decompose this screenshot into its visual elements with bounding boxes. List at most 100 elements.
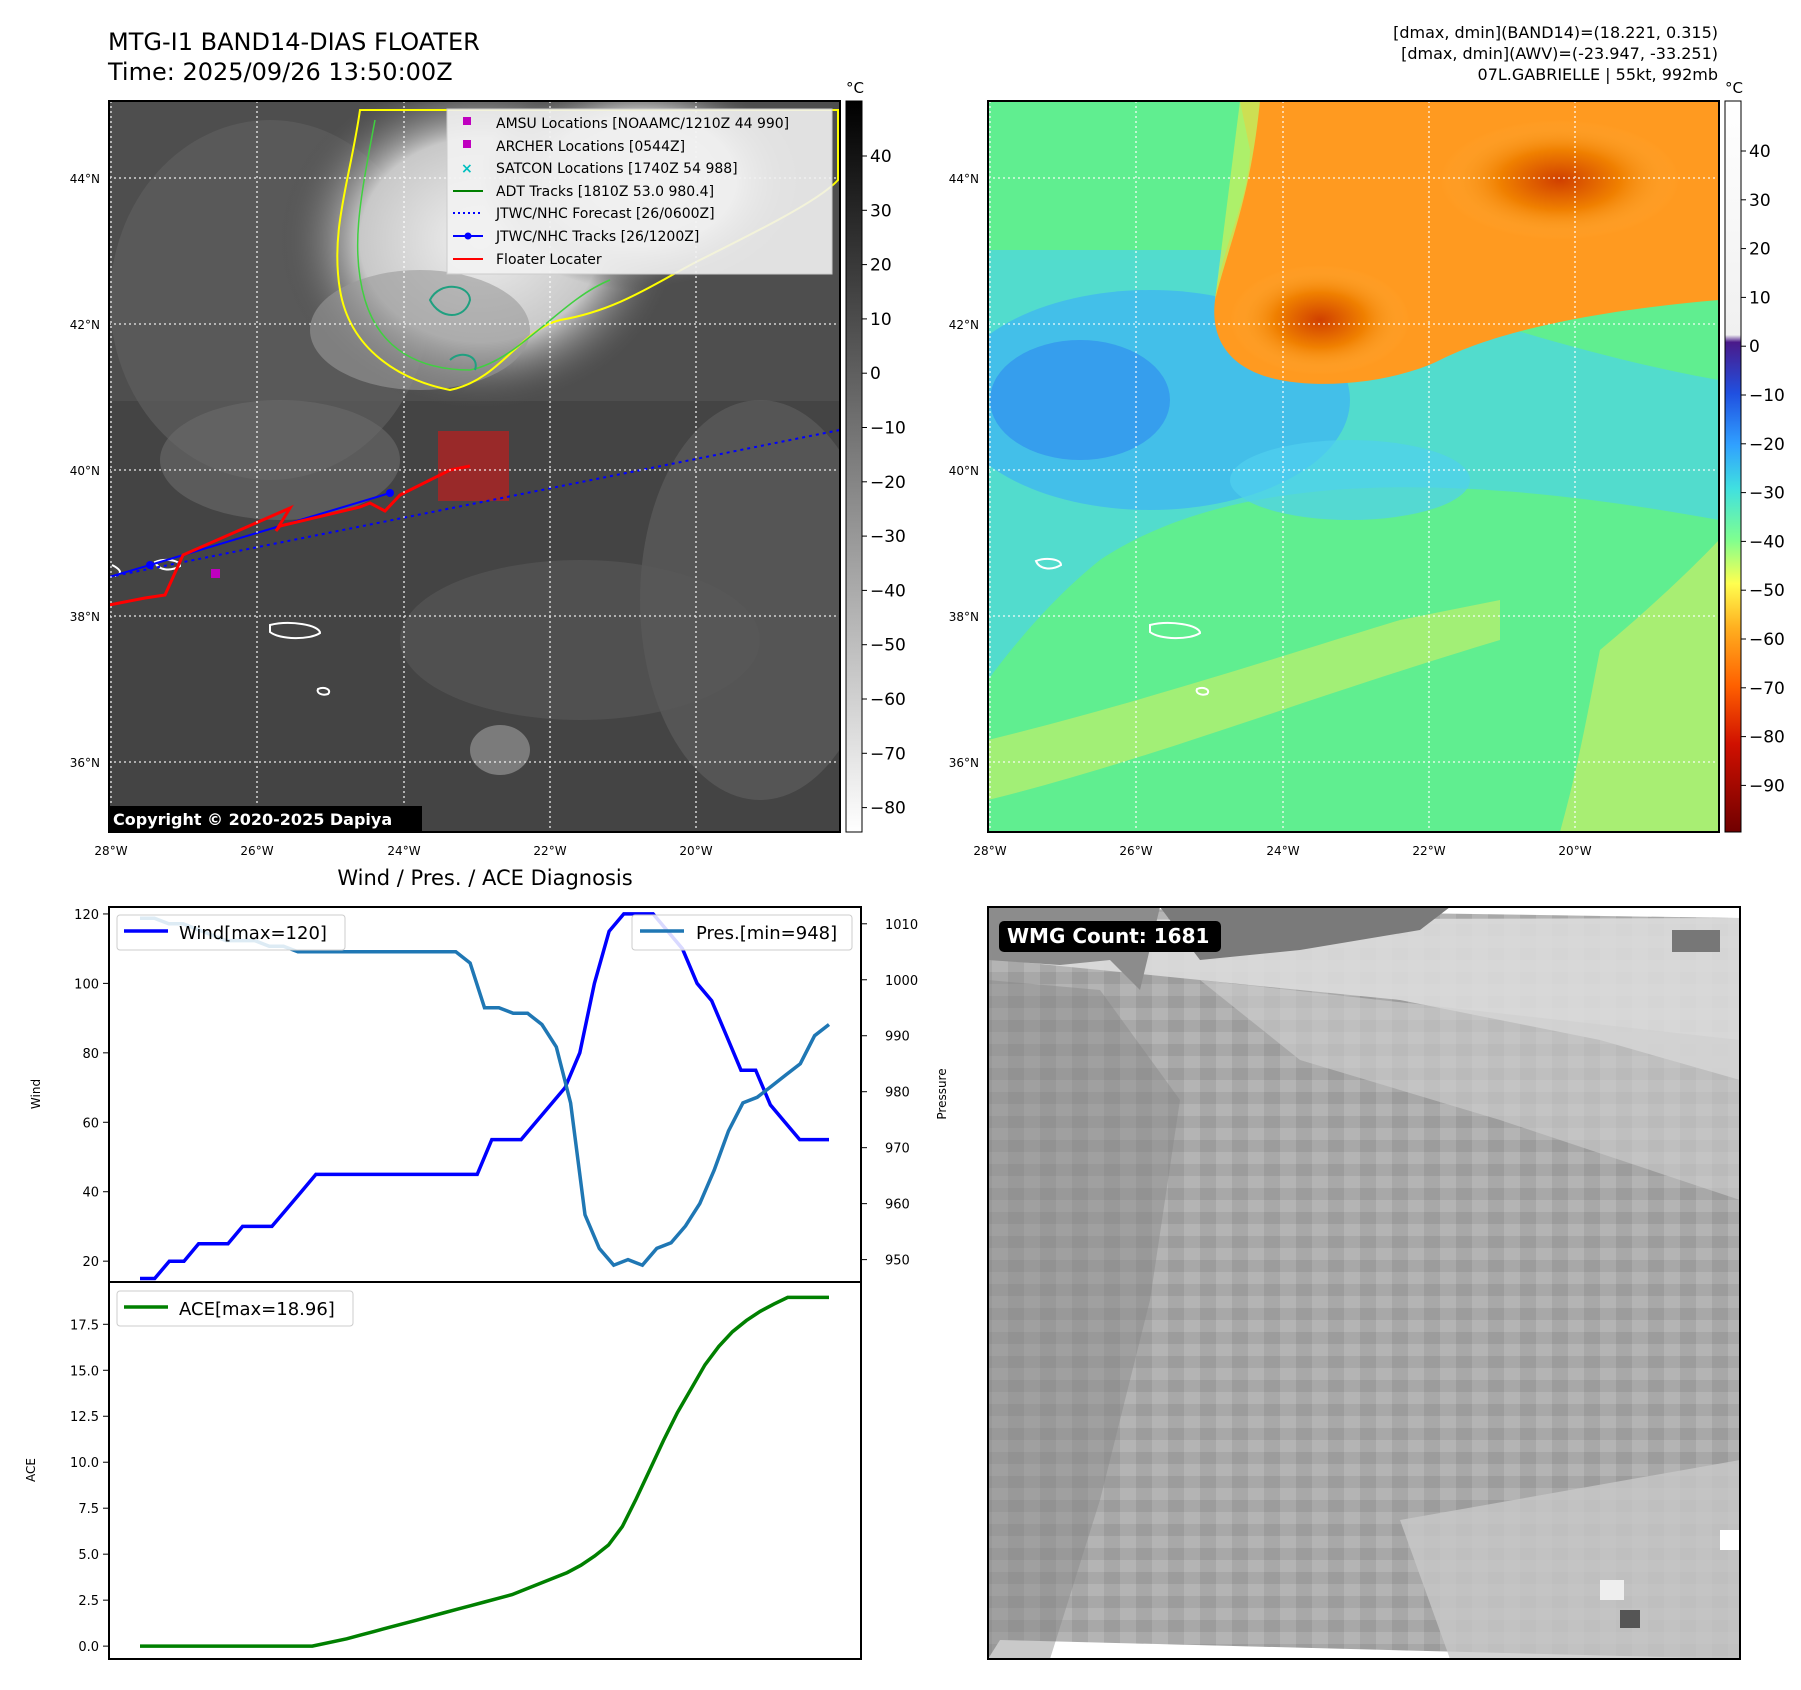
ir-colorbar-tick-label: 20 bbox=[870, 256, 892, 276]
legend-tracks: JTWC/NHC Tracks [26/1200Z] bbox=[495, 229, 699, 245]
lat-tick-label: 42°N bbox=[70, 318, 100, 332]
pressure-tick-label: 1000 bbox=[885, 974, 918, 989]
lat-tick-label: 36°N bbox=[949, 756, 979, 770]
wind-pressure-chart[interactable]: Wind Pressure 20 40 60 80 100 120 950 960 970 98… bbox=[29, 906, 949, 1283]
ace-tick-label: 2.5 bbox=[78, 1594, 99, 1609]
legend-archer: ARCHER Locations [0544Z] bbox=[496, 139, 685, 155]
lon-tick-label: 28°W bbox=[973, 844, 1006, 858]
legend-amsu: AMSU Locations [NOAAMC/1210Z 44 990] bbox=[496, 116, 789, 132]
wv-colorbar-tick-label: −20 bbox=[1749, 435, 1785, 455]
ir-colorbar-tick-label: −10 bbox=[870, 419, 906, 439]
pressure-tick-label: 980 bbox=[885, 1086, 910, 1101]
lon-tick-label: 20°W bbox=[1558, 844, 1591, 858]
ace-tick-label: 12.5 bbox=[70, 1410, 99, 1425]
lat-tick-label: 42°N bbox=[949, 318, 979, 332]
info-band14-range: [dmax, dmin](BAND14)=(18.221, 0.315) bbox=[1393, 23, 1718, 42]
wmg-panel[interactable]: WMG Count: 1681 bbox=[987, 906, 1741, 1660]
lat-tick-label: 40°N bbox=[949, 464, 979, 478]
ir-colorbar-unit: °C bbox=[846, 79, 864, 97]
floater-track bbox=[109, 464, 471, 607]
pressure-tick-label: 960 bbox=[885, 1198, 910, 1213]
pressure-tick-label: 990 bbox=[885, 1030, 910, 1045]
floater-box bbox=[438, 431, 509, 501]
copyright-badge bbox=[109, 806, 422, 832]
lon-tick-label: 28°W bbox=[94, 844, 127, 858]
ace-chart[interactable]: ACE 0.0 2.5 5.0 7.5 10.0 12.5 15.0 17.5 ACE[max… bbox=[24, 1281, 862, 1660]
series-ace bbox=[140, 1295, 829, 1648]
lon-tick-label: 22°W bbox=[1412, 844, 1445, 858]
ir-colorbar-tick-label: 0 bbox=[870, 364, 881, 384]
legend-floater: Floater Locater bbox=[496, 252, 602, 268]
legend-ace: ACE[max=18.96] bbox=[179, 1299, 335, 1320]
lon-tick-label: 22°W bbox=[533, 844, 566, 858]
figure-title: MTG-I1 BAND14-DIAS FLOATER bbox=[108, 28, 480, 56]
wv-colorbar-tick-label: −60 bbox=[1749, 630, 1785, 650]
wv-colorbar-tick-label: −80 bbox=[1749, 728, 1785, 748]
ir-legend: AMSU Locations [NOAAMC/1210Z 44 990] ARC… bbox=[446, 108, 833, 275]
legend-adt: ADT Tracks [1810Z 53.0 980.4] bbox=[496, 184, 714, 200]
lon-tick-label: 24°W bbox=[1266, 844, 1299, 858]
legend-amsu-marker bbox=[463, 117, 471, 125]
wv-colorbar-tick-label: −40 bbox=[1749, 532, 1785, 552]
ace-legend: ACE[max=18.96] bbox=[116, 1290, 354, 1327]
legend-pressure: Pres.[min=948] bbox=[696, 923, 837, 944]
legend-satcon: SATCON Locations [1740Z 54 988] bbox=[496, 161, 738, 177]
info-storm: 07L.GABRIELLE | 55kt, 992mb bbox=[1478, 65, 1718, 84]
wmg-count-badge bbox=[999, 921, 1221, 952]
lon-tick-label: 26°W bbox=[240, 844, 273, 858]
amsu-marker bbox=[211, 569, 220, 578]
wv-colorbar: °C bbox=[1724, 79, 1743, 833]
wind-tick-label: 120 bbox=[74, 908, 99, 923]
ir-colorbar-tick-label: −30 bbox=[870, 527, 906, 547]
ir-map-panel[interactable]: AMSU Locations [NOAAMC/1210Z 44 990] ARC… bbox=[108, 70, 880, 833]
ir-colorbar-tick-label: −70 bbox=[870, 744, 906, 764]
wv-colorbar-unit: °C bbox=[1725, 79, 1743, 97]
ace-tick-label: 5.0 bbox=[78, 1548, 99, 1563]
ace-tick-label: 17.5 bbox=[70, 1318, 99, 1333]
info-awv-range: [dmax, dmin](AWV)=(-23.947, -33.251) bbox=[1401, 44, 1718, 63]
wv-colorbar-tick-label: 20 bbox=[1749, 240, 1771, 260]
wv-colorbar-tick-label: 0 bbox=[1749, 337, 1760, 357]
wind-tick-label: 80 bbox=[82, 1047, 99, 1062]
ace-axis-label: ACE bbox=[24, 1458, 38, 1482]
figure-time: Time: 2025/09/26 13:50:00Z bbox=[107, 58, 453, 86]
wmg-count-text: WMG Count: 1681 bbox=[1007, 924, 1209, 948]
wv-colorbar-tick-label: −90 bbox=[1749, 776, 1785, 796]
lat-tick-label: 40°N bbox=[70, 464, 100, 478]
legend-archer-marker bbox=[463, 140, 471, 148]
pressure-tick-label: 950 bbox=[885, 1254, 910, 1269]
pressure-tick-label: 970 bbox=[885, 1142, 910, 1157]
wv-colorbar-tick-label: 10 bbox=[1749, 288, 1771, 308]
wind-tick-label: 20 bbox=[82, 1255, 99, 1270]
wv-colorbar-tick-label: −30 bbox=[1749, 484, 1785, 504]
wind-tick-label: 60 bbox=[82, 1116, 99, 1131]
ir-colorbar-tick-label: 30 bbox=[870, 201, 892, 221]
ir-colorbar-tick-label: −50 bbox=[870, 636, 906, 656]
ir-colorbar-tick-label: −60 bbox=[870, 690, 906, 710]
wind-axis-label: Wind bbox=[29, 1079, 43, 1109]
wv-colorbar-tick-label: −10 bbox=[1749, 386, 1785, 406]
wv-colorbar-tick-label: 30 bbox=[1749, 191, 1771, 211]
ace-tick-label: 0.0 bbox=[78, 1640, 99, 1655]
series-wind bbox=[140, 912, 829, 1281]
forecast-track bbox=[109, 429, 840, 578]
map-tick-labels: 28°W 26°W 24°W 22°W 20°W 44°N 42°N 40°N 38°N 36°N… bbox=[70, 172, 1592, 858]
wv-map-panel[interactable] bbox=[950, 100, 1720, 833]
wind-tick-label: 100 bbox=[74, 977, 99, 992]
pressure-tick-label: 1010 bbox=[885, 918, 918, 933]
ir-colorbar-tick-label: −20 bbox=[870, 473, 906, 493]
pressure-axis-label: Pressure bbox=[935, 1068, 949, 1119]
lat-tick-label: 44°N bbox=[949, 172, 979, 186]
ace-tick-label: 15.0 bbox=[70, 1364, 99, 1379]
wv-colorbar-tick-label: −50 bbox=[1749, 581, 1785, 601]
legend-satcon-marker: × bbox=[461, 161, 473, 177]
wind-tick-label: 40 bbox=[82, 1186, 99, 1201]
ir-colorbar-tick-label: −80 bbox=[870, 799, 906, 819]
ace-tick-label: 7.5 bbox=[78, 1502, 99, 1517]
legend-forecast: JTWC/NHC Forecast [26/0600Z] bbox=[495, 206, 715, 222]
wv-colorbar-tick-label: 40 bbox=[1749, 142, 1771, 162]
lon-tick-label: 26°W bbox=[1119, 844, 1152, 858]
lat-tick-label: 44°N bbox=[70, 172, 100, 186]
ir-colorbar-tick-label: −40 bbox=[870, 581, 906, 601]
